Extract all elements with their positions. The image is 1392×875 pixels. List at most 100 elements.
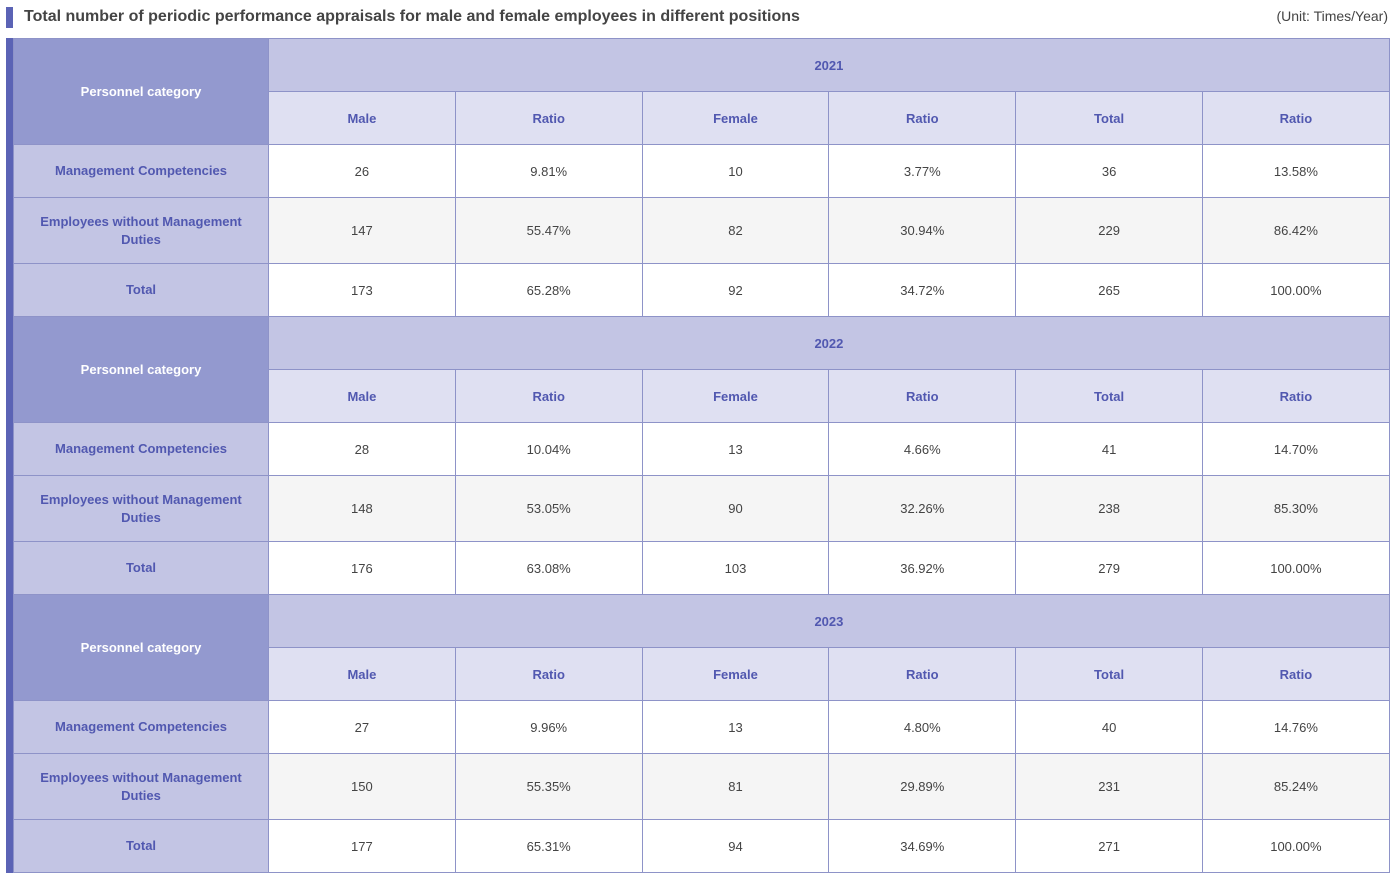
column-header-female-ratio: Ratio [828,369,1017,423]
cell-male-ratio: 10.04% [454,422,643,476]
cell-male-ratio: 9.96% [454,700,643,754]
cell-male-ratio: 65.31% [454,819,643,873]
column-header-male: Male [268,91,456,145]
cell-male-ratio: 55.47% [454,197,643,264]
row-label-total: Total [13,819,269,873]
personnel-category-header: Personnel category [13,594,269,701]
row-label-management: Management Competencies [13,144,269,198]
column-header-total-ratio: Ratio [1201,647,1390,701]
year-header: 2022 [268,316,1390,370]
row-label-non-management: Employees without Management Duties [13,197,269,264]
table-row-non-management-2023: Employees without Management Duties 150 55… [13,753,1390,820]
year-header-row-2021: Personnel category 2021 [13,38,1390,145]
table-row-total-2022: Total 176 63.08% 103 36.92% 279 100.00% [13,541,1390,595]
table-row-management-2022: Management Competencies 28 10.04% 13 4.66% 41… [13,422,1390,476]
table-body: Personnel category 2021 Male Ratio Female Rat… [13,38,1390,873]
cell-male: 177 [268,819,456,873]
column-header-total-ratio: Ratio [1201,369,1390,423]
cell-female-ratio: 34.69% [828,819,1017,873]
column-header-row-2022: Male Ratio Female Ratio Total Ratio [14,369,1390,423]
cell-total: 231 [1015,753,1203,820]
table-row-non-management-2022: Employees without Management Duties 148 53… [13,475,1390,542]
year-header: 2023 [268,594,1390,648]
cell-male: 173 [268,263,456,317]
cell-male: 176 [268,541,456,595]
column-header-female: Female [641,647,830,701]
cell-male: 27 [268,700,456,754]
cell-total-ratio: 13.58% [1201,144,1390,198]
cell-female-ratio: 36.92% [828,541,1017,595]
column-header-row-2023: Male Ratio Female Ratio Total Ratio [14,647,1390,701]
cell-male-ratio: 55.35% [454,753,643,820]
personnel-category-header: Personnel category [13,38,269,145]
cell-total-ratio: 14.70% [1201,422,1390,476]
cell-female-ratio: 30.94% [828,197,1017,264]
page-title: Total number of periodic performance app… [24,8,800,25]
cell-female: 81 [641,753,830,820]
cell-female: 13 [641,700,830,754]
column-header-female-ratio: Ratio [828,91,1017,145]
cell-total-ratio: 100.00% [1201,819,1390,873]
cell-male-ratio: 63.08% [454,541,643,595]
page-header: Total number of periodic performance app… [0,0,1392,36]
table-row-management-2023: Management Competencies 27 9.96% 13 4.80% 40 1… [13,700,1390,754]
column-header-total-ratio: Ratio [1201,91,1390,145]
row-label-non-management: Employees without Management Duties [13,475,269,542]
row-label-non-management: Employees without Management Duties [13,753,269,820]
personnel-category-header: Personnel category [13,316,269,423]
cell-total-ratio: 14.76% [1201,700,1390,754]
cell-male-ratio: 65.28% [454,263,643,317]
cell-male: 148 [268,475,456,542]
table-row-non-management-2021: Employees without Management Duties 147 55… [13,197,1390,264]
cell-male-ratio: 9.81% [454,144,643,198]
column-header-female: Female [641,369,830,423]
column-header-male: Male [268,647,456,701]
column-header-row-2021: Male Ratio Female Ratio Total Ratio [14,91,1390,145]
cell-male-ratio: 53.05% [454,475,643,542]
appraisal-table-container: Personnel category 2021 Male Ratio Female Rat… [6,38,1392,873]
cell-female: 13 [641,422,830,476]
row-label-total: Total [13,541,269,595]
cell-total-ratio: 100.00% [1201,263,1390,317]
cell-total: 238 [1015,475,1203,542]
column-header-male-ratio: Ratio [454,647,643,701]
cell-female: 94 [641,819,830,873]
column-header-male: Male [268,369,456,423]
title-accent-bar [6,7,13,28]
unit-note: (Unit: Times/Year) [1276,8,1388,24]
cell-male: 150 [268,753,456,820]
table-row-total-2021: Total 173 65.28% 92 34.72% 265 100.00% [13,263,1390,317]
cell-female-ratio: 3.77% [828,144,1017,198]
cell-female: 103 [641,541,830,595]
column-header-male-ratio: Ratio [454,369,643,423]
table-row-total-2023: Total 177 65.31% 94 34.69% 271 100.00% [13,819,1390,873]
cell-total-ratio: 85.30% [1201,475,1390,542]
cell-total: 229 [1015,197,1203,264]
cell-female: 10 [641,144,830,198]
cell-total: 36 [1015,144,1203,198]
cell-female: 82 [641,197,830,264]
table-row-management-2021: Management Competencies 26 9.81% 10 3.77% 36 1… [13,144,1390,198]
cell-total-ratio: 86.42% [1201,197,1390,264]
cell-male: 26 [268,144,456,198]
column-header-total: Total [1015,91,1203,145]
row-label-management: Management Competencies [13,700,269,754]
cell-female-ratio: 29.89% [828,753,1017,820]
cell-female-ratio: 32.26% [828,475,1017,542]
column-header-total: Total [1015,369,1203,423]
cell-total: 271 [1015,819,1203,873]
cell-male: 147 [268,197,456,264]
cell-female: 90 [641,475,830,542]
year-header-row-2022: Personnel category 2022 [13,316,1390,423]
column-header-female-ratio: Ratio [828,647,1017,701]
cell-female-ratio: 4.66% [828,422,1017,476]
cell-total: 40 [1015,700,1203,754]
row-label-total: Total [13,263,269,317]
year-header-row-2023: Personnel category 2023 [13,594,1390,701]
cell-total-ratio: 100.00% [1201,541,1390,595]
cell-male: 28 [268,422,456,476]
cell-total-ratio: 85.24% [1201,753,1390,820]
cell-female-ratio: 4.80% [828,700,1017,754]
column-header-female: Female [641,91,830,145]
cell-total: 41 [1015,422,1203,476]
